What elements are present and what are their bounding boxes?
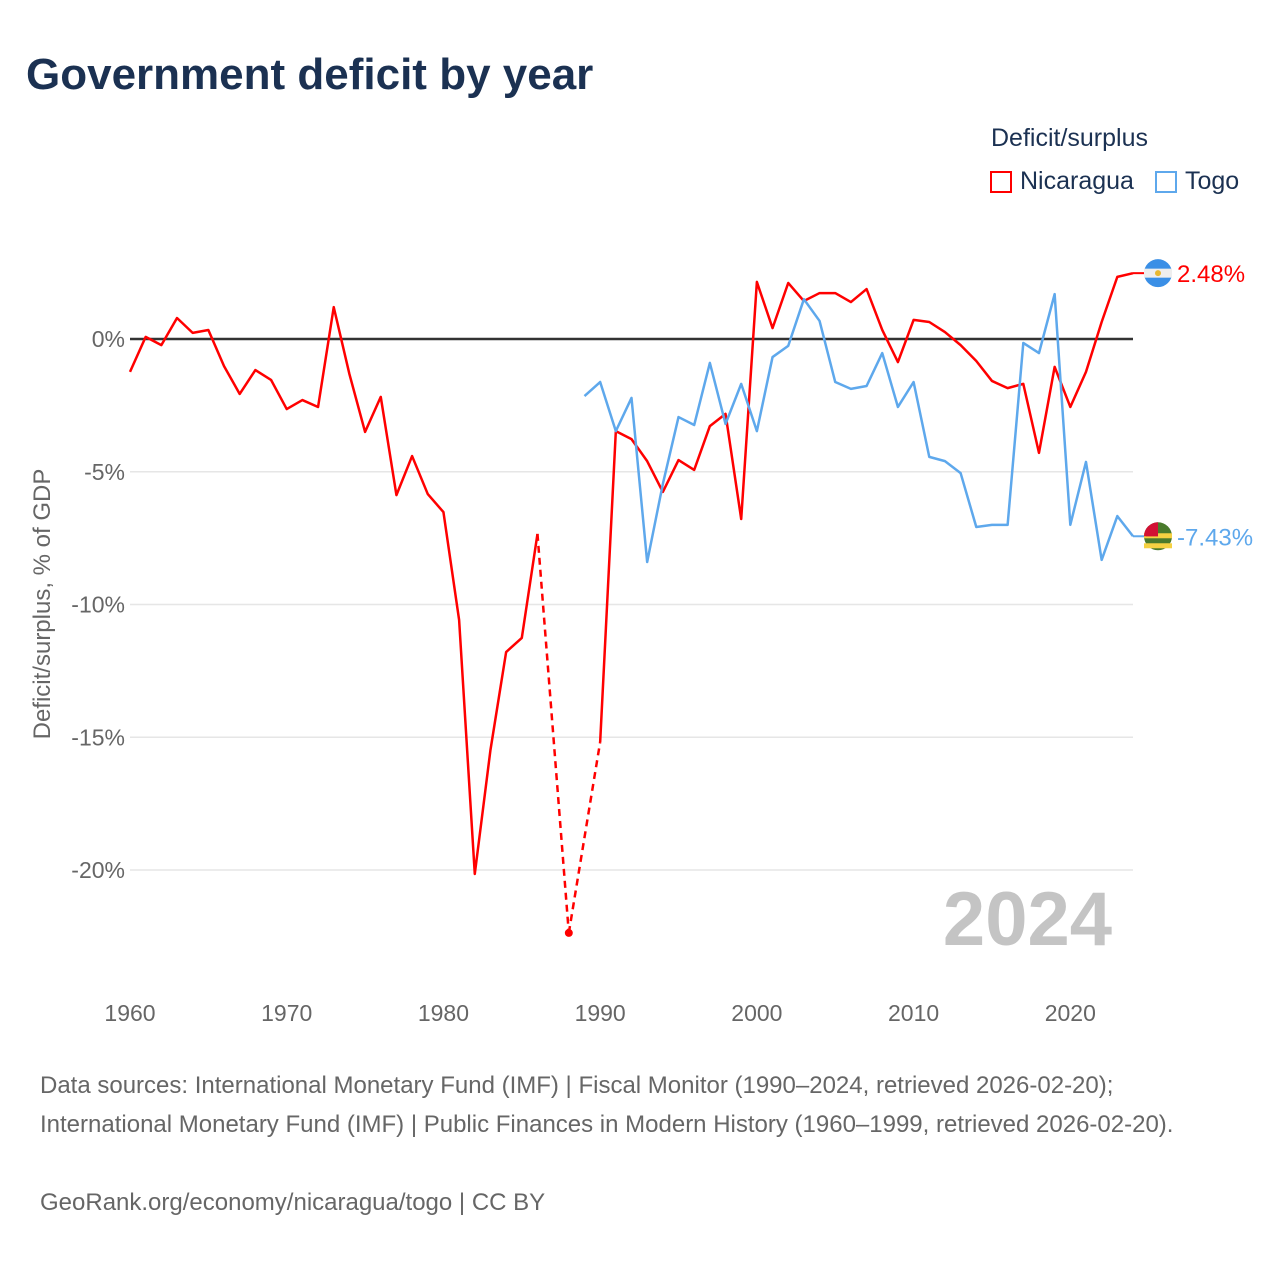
y-axis-label: Deficit/surplus, % of GDP xyxy=(29,469,56,740)
x-tick-label: 2020 xyxy=(1045,1000,1096,1026)
x-tick-label: 2000 xyxy=(731,1000,782,1026)
y-tick-label: 0% xyxy=(92,326,125,352)
line-chart: 0% -5% -10% -15% -20% 1960 1970 1980 1990 2000 201… xyxy=(29,259,1253,1026)
y-tick-label: -5% xyxy=(84,459,125,485)
legend-swatch xyxy=(990,170,1012,193)
end-value-label: -7.43% xyxy=(1177,524,1253,551)
series-line-nicaragua xyxy=(598,271,1134,743)
legend-label: Togo xyxy=(1185,167,1240,195)
flag-emblem xyxy=(1155,270,1161,277)
flag-yellow xyxy=(1144,543,1172,549)
x-tick-label: 1960 xyxy=(104,1000,155,1026)
legend-item-togo[interactable]: Togo xyxy=(1155,167,1239,196)
series-line-nicaragua xyxy=(128,305,539,876)
series-gap-line xyxy=(567,741,602,934)
x-tick-label: 1980 xyxy=(418,1000,469,1026)
data-sources: Data sources: International Monetary Fun… xyxy=(40,1072,1174,1138)
data-point xyxy=(564,928,573,937)
legend-label: Nicaragua xyxy=(1020,167,1134,195)
legend-title: Deficit/surplus xyxy=(991,124,1148,152)
year-watermark: 2024 xyxy=(943,877,1112,962)
credit-link[interactable]: GeoRank.org/economy/nicaragua/togo | CC … xyxy=(40,1189,546,1216)
legend-item-nicaragua[interactable]: Nicaragua xyxy=(990,167,1134,196)
nicaragua-flag-icon xyxy=(1144,259,1172,288)
series-gap-line xyxy=(536,533,571,934)
chart-title: Government deficit by year xyxy=(26,50,594,99)
togo-flag-icon xyxy=(1144,522,1172,551)
y-tick-label: -10% xyxy=(71,592,125,618)
series-line-togo xyxy=(583,292,1134,564)
x-tick-label: 1990 xyxy=(575,1000,626,1026)
flag-red xyxy=(1146,529,1158,537)
y-tick-label: -15% xyxy=(71,724,125,750)
end-value-label: 2.48% xyxy=(1177,261,1245,288)
legend-swatch xyxy=(1155,170,1177,193)
x-tick-label: 1970 xyxy=(261,1000,312,1026)
y-tick-label: -20% xyxy=(71,857,125,883)
x-tick-label: 2010 xyxy=(888,1000,939,1026)
